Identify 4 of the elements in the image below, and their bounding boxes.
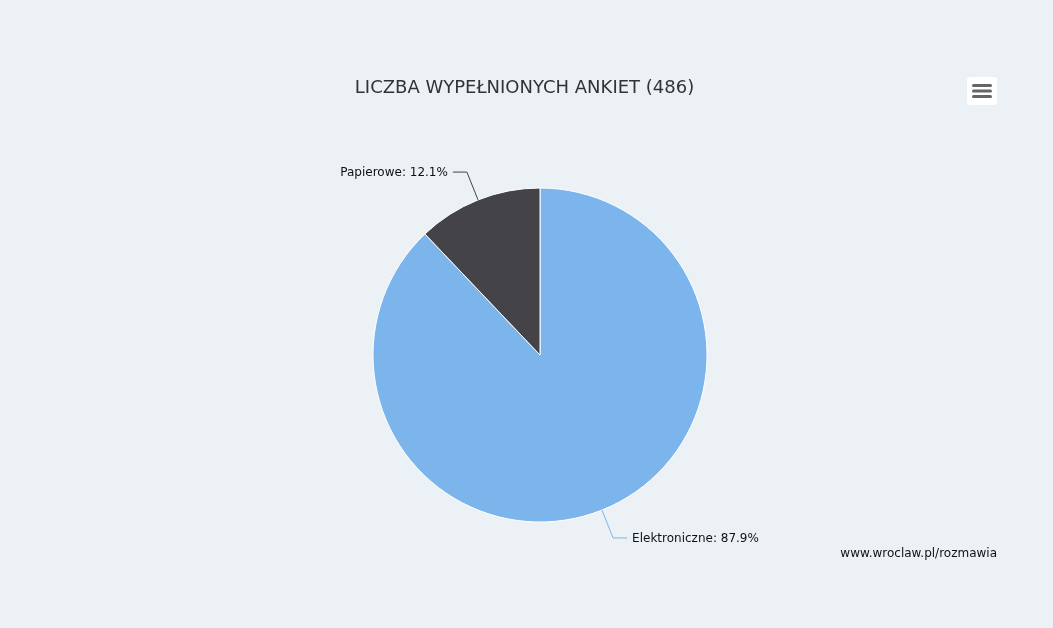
- slice-label: Papierowe: 12.1%: [340, 165, 448, 180]
- chart-title: LICZBA WYPEŁNIONYCH ANKIET (486): [353, 75, 696, 99]
- slice-label: Elektroniczne: 87.9%: [632, 530, 759, 545]
- text: www.wroclaw.pl/rozmawia: [840, 545, 997, 561]
